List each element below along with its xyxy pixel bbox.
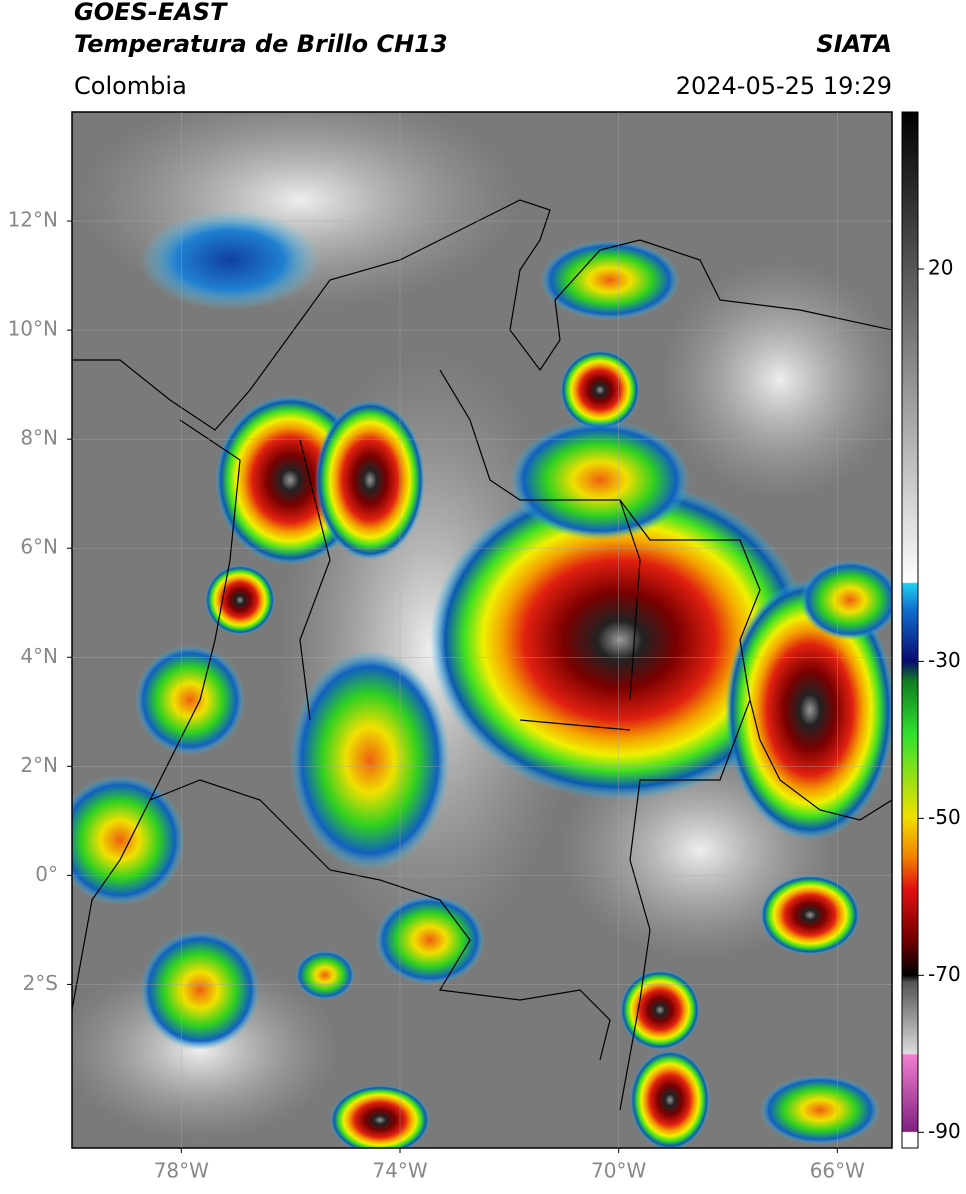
colorbar-tick-label: -90 <box>928 1119 961 1143</box>
title: GOES-EAST <box>74 0 228 26</box>
y-tick-label: 10°N <box>8 317 58 341</box>
y-tick-label: 8°N <box>20 426 58 450</box>
colorbar <box>901 111 919 1149</box>
y-tick-label: 2°S <box>23 971 58 995</box>
y-tick-label: 6°N <box>20 535 58 559</box>
x-tick-label: 70°W <box>591 1159 646 1183</box>
y-tick-label: 0° <box>35 862 58 886</box>
colorbar-tick-label: 20 <box>928 255 953 279</box>
datetime: 2024-05-25 19:29 <box>676 72 892 100</box>
region: Colombia <box>74 72 187 100</box>
colorbar-tick-label: -50 <box>928 805 961 829</box>
y-tick-label: 4°N <box>20 644 58 668</box>
colorbar-tick-label: -70 <box>928 962 961 986</box>
map-frame <box>71 111 893 1149</box>
x-tick-label: 78°W <box>154 1159 209 1183</box>
source: SIATA <box>816 30 892 58</box>
y-tick-label: 12°N <box>8 208 58 232</box>
x-tick-label: 66°W <box>810 1159 865 1183</box>
y-tick-label: 2°N <box>20 753 58 777</box>
satellite-image <box>72 112 892 1148</box>
x-tick-label: 74°W <box>372 1159 427 1183</box>
colorbar-tick-label: -30 <box>928 648 961 672</box>
subtitle: Temperatura de Brillo CH13 <box>74 30 448 58</box>
